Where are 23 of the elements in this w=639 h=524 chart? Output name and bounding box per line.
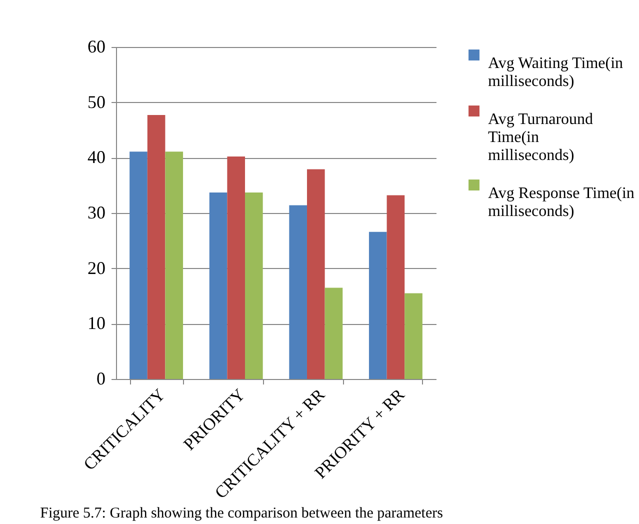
y-tick-label: 30	[88, 202, 106, 222]
bar	[368, 232, 387, 379]
bar	[165, 152, 184, 379]
caption: Figure 5.7: Graph showing the comparison between the parameters	[40, 506, 444, 522]
bar	[209, 192, 228, 379]
legend-label: Avg Turnaround Time(in milliseconds)	[488, 111, 594, 164]
bar	[306, 169, 325, 379]
legend-label: Avg Waiting Time(in milliseconds)	[488, 55, 624, 90]
y-tick-label: 60	[88, 36, 106, 56]
bar	[404, 293, 422, 379]
y-tick-label: 50	[88, 92, 106, 112]
bar	[227, 156, 246, 379]
bar	[147, 115, 166, 379]
y-tick-label: 40	[88, 147, 106, 168]
y-tick-label: 0	[96, 368, 106, 388]
y-tick-label: 20	[88, 258, 106, 278]
bar	[245, 192, 263, 379]
y-tick-label: 10	[88, 313, 106, 334]
bar	[289, 205, 307, 379]
bar	[386, 195, 405, 379]
bar	[324, 288, 343, 379]
legend-label: Avg Response Time(in milliseconds)	[488, 185, 634, 220]
bar	[130, 152, 148, 379]
